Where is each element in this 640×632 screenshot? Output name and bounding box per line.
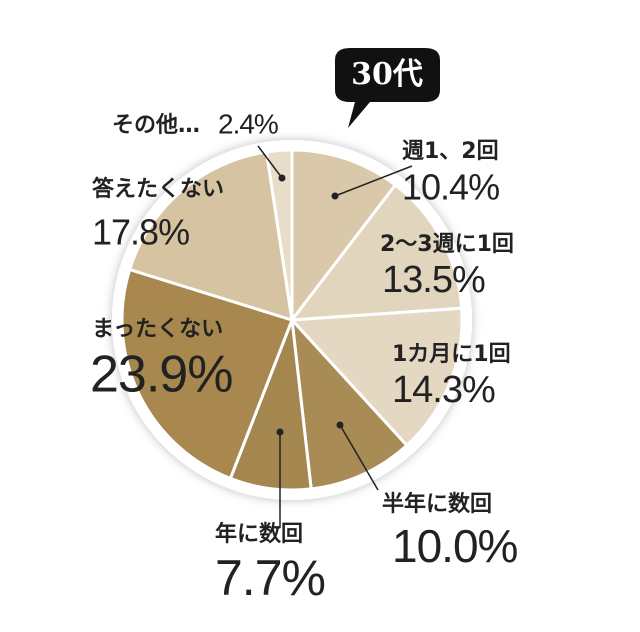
- pie-slice: [264, 148, 294, 321]
- pie-slice: [120, 267, 294, 481]
- leader-line: [334, 165, 413, 197]
- slice-name: まったくない: [92, 317, 223, 342]
- pie-slice: [289, 315, 409, 491]
- value-label: 17.8%: [92, 212, 189, 253]
- value-label: 7.7%: [215, 550, 325, 606]
- value-label: 23.9%: [90, 346, 232, 404]
- chart-title: 30代: [351, 57, 423, 92]
- value-label: 10.4%: [402, 167, 499, 208]
- value-label: 2.4%: [218, 108, 278, 139]
- slice-name: 週1、2回: [402, 139, 499, 164]
- leader-dot: [278, 174, 286, 182]
- leader-dot: [276, 428, 284, 436]
- value-label: 13.5%: [382, 259, 485, 301]
- value-label: 14.3%: [392, 369, 495, 411]
- pie-slice: [290, 148, 398, 325]
- pie-slice: [288, 306, 464, 448]
- slice-name: 半年に数回: [382, 491, 492, 517]
- value-label: 10.0%: [392, 520, 518, 572]
- slice-name: 2〜3週に1回: [380, 232, 514, 257]
- leader-line: [339, 424, 379, 491]
- pie-slice: [127, 150, 294, 323]
- slice-name: その他…: [112, 113, 200, 138]
- title-bubble: [335, 48, 440, 128]
- pie-slice: [288, 182, 464, 322]
- leader-dot: [336, 421, 344, 429]
- leader-line: [257, 145, 283, 179]
- slice-name: 年に数回: [215, 521, 303, 547]
- slice-name: 答えたくない: [92, 176, 224, 202]
- slice-name: 1カ月に1回: [392, 342, 511, 367]
- leader-dot: [331, 192, 339, 200]
